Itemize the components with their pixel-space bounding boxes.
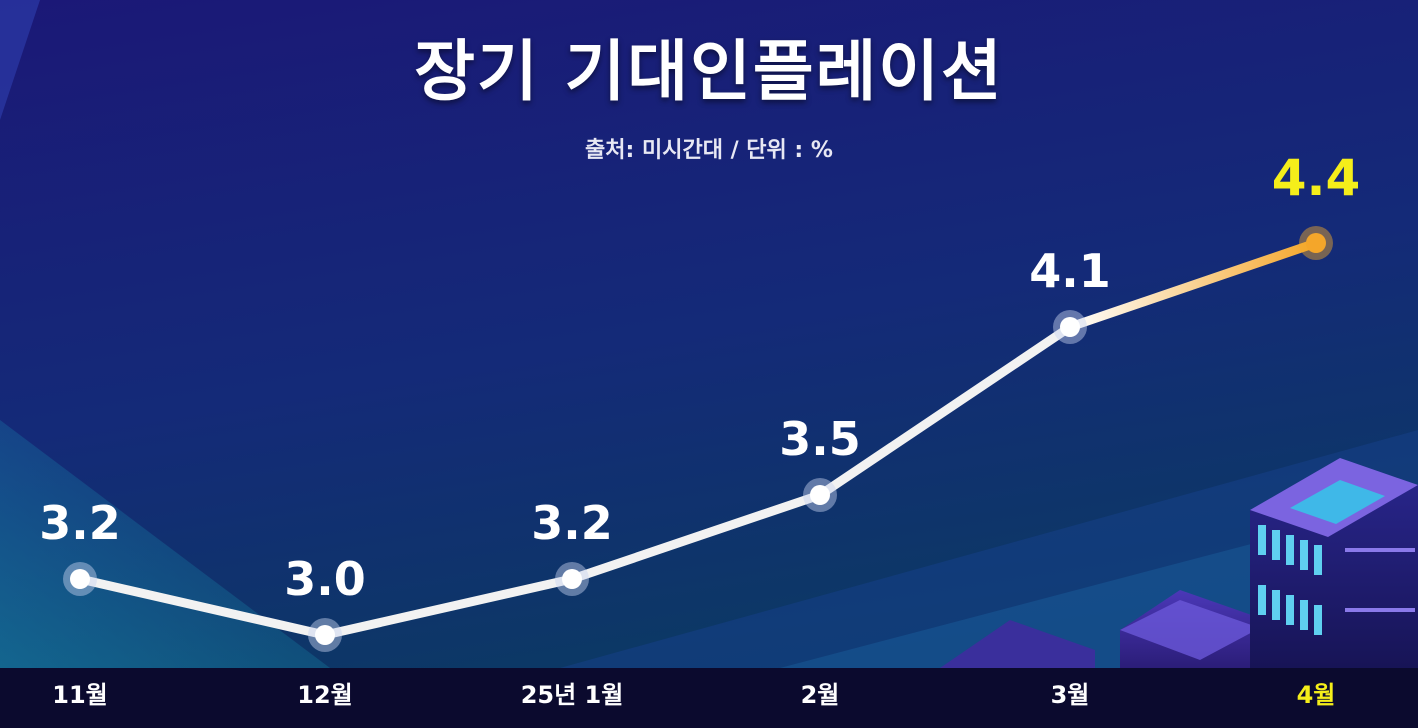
data-label: 4.1 xyxy=(1029,244,1111,298)
chart-title: 장기 기대인플레이션 xyxy=(414,33,1004,110)
data-label: 3.0 xyxy=(284,552,366,606)
data-label: 4.4 xyxy=(1272,149,1361,207)
data-point xyxy=(562,569,582,589)
data-point xyxy=(1060,317,1080,337)
data-point xyxy=(1306,233,1326,253)
data-label: 3.5 xyxy=(779,412,861,466)
data-label: 3.2 xyxy=(531,496,613,550)
chart-subtitle: 출처: 미시간대 / 단위 : % xyxy=(585,138,833,163)
data-point xyxy=(70,569,90,589)
building-illustration xyxy=(940,458,1418,668)
x-tick-label: 12월 xyxy=(297,681,352,709)
data-label: 3.2 xyxy=(39,496,121,550)
x-tick-label: 2월 xyxy=(801,681,840,709)
x-tick-label: 3월 xyxy=(1051,681,1090,709)
data-point xyxy=(315,625,335,645)
x-axis-bar xyxy=(0,668,1418,728)
x-tick-label: 4월 xyxy=(1297,681,1336,709)
x-tick-label: 25년 1월 xyxy=(521,681,624,709)
series-line-highlight xyxy=(1065,238,1321,332)
x-tick-label: 11월 xyxy=(52,681,107,709)
data-point xyxy=(810,485,830,505)
